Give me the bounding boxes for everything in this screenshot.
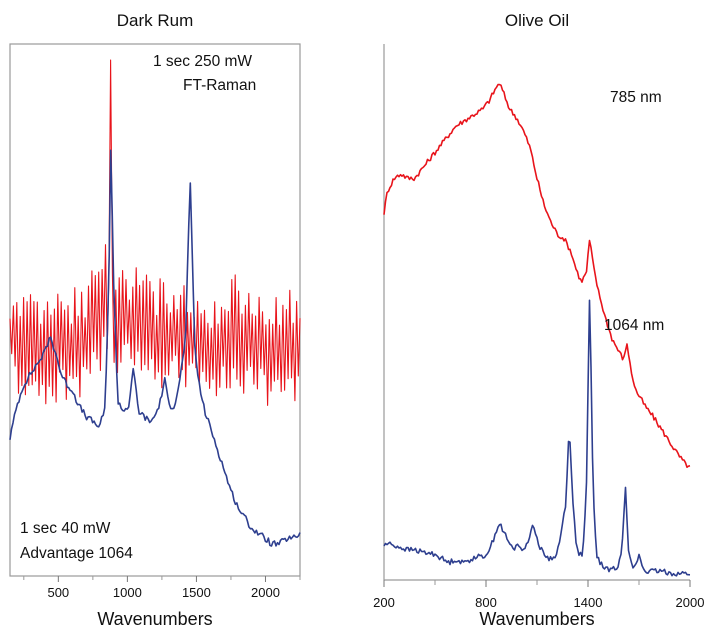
dark-rum-x-tick-label: 500 <box>47 585 69 600</box>
olive-oil-panel: Olive Oil 200 800 1400 2000 785 nm 1064 nm … <box>373 11 704 629</box>
rum-ft-raman-spectrum <box>9 59 301 406</box>
olive-oil-x-tick-label: 2000 <box>676 595 705 610</box>
rum-ft-raman-power-label: 1 sec 250 mW <box>153 53 252 70</box>
rum-advantage-1064-spectrum <box>9 149 301 547</box>
rum-advantage-label: Advantage 1064 <box>20 545 133 562</box>
olive-oil-x-axis-label: Wavenumbers <box>479 609 594 629</box>
olive-oil-x-tick-label: 1400 <box>574 595 603 610</box>
dark-rum-plot-area <box>9 59 301 547</box>
dark-rum-panel: Dark Rum 500 1000 1500 2000 1 sec 250 mW FT… <box>9 11 301 629</box>
olive-oil-plot-area <box>383 83 691 577</box>
dark-rum-x-axis: 500 1000 1500 2000 <box>23 576 301 600</box>
olive-oil-x-axis: 200 800 1400 2000 <box>373 580 704 610</box>
rum-ft-raman-label: FT-Raman <box>183 77 256 94</box>
oil-1064nm-spectrum <box>383 299 691 577</box>
rum-advantage-power-label: 1 sec 40 mW <box>20 520 111 537</box>
dark-rum-x-tick-label: 1000 <box>113 585 142 600</box>
oil-785nm-label: 785 nm <box>610 89 662 106</box>
dark-rum-frame <box>9 43 301 577</box>
oil-1064nm-label: 1064 nm <box>604 317 664 334</box>
dark-rum-title: Dark Rum <box>117 11 194 30</box>
olive-oil-x-tick-label: 200 <box>373 595 395 610</box>
olive-oil-x-tick-label: 800 <box>475 595 497 610</box>
dark-rum-x-axis-label: Wavenumbers <box>97 609 212 629</box>
dark-rum-x-tick-label: 1500 <box>182 585 211 600</box>
oil-785nm-spectrum <box>383 83 691 468</box>
olive-oil-title: Olive Oil <box>505 11 569 30</box>
dark-rum-x-tick-label: 2000 <box>251 585 280 600</box>
